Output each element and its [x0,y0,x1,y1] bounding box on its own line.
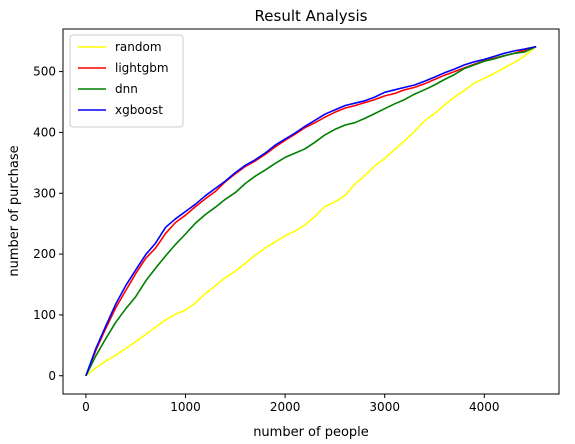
x-tick-label: 3000 [369,400,400,414]
x-tick-label: 0 [82,400,90,414]
legend-label-dnn: dnn [115,82,138,96]
y-axis-ticks: 0 100 200 300 400 500 [33,65,63,383]
x-tick-label: 2000 [270,400,301,414]
y-tick-label: 100 [33,308,56,322]
x-axis-label: number of people [253,425,369,440]
x-tick-label: 4000 [469,400,500,414]
legend-label-random: random [115,40,162,54]
x-tick-label: 1000 [170,400,201,414]
y-tick-label: 0 [48,369,56,383]
series-line-random [85,45,537,377]
series-line-dnn [85,45,537,377]
y-tick-label: 200 [33,247,56,261]
series-line-lightgbm [85,45,537,377]
y-tick-label: 400 [33,125,56,139]
legend-box [69,34,184,128]
series-line-xgboost [85,45,537,377]
plot-frame [62,28,560,395]
legend-label-lightgbm: lightgbm [115,61,169,75]
y-tick-label: 500 [33,65,56,79]
series-lines [85,45,537,377]
y-tick-label: 300 [33,186,56,200]
legend: random lightgbm dnn xgboost [69,34,184,128]
x-axis-ticks: 0 1000 2000 3000 4000 [82,394,500,414]
y-axis-label: number of purchase [7,145,22,276]
legend-label-xgboost: xgboost [115,103,163,117]
chart-title: Result Analysis [255,7,368,25]
